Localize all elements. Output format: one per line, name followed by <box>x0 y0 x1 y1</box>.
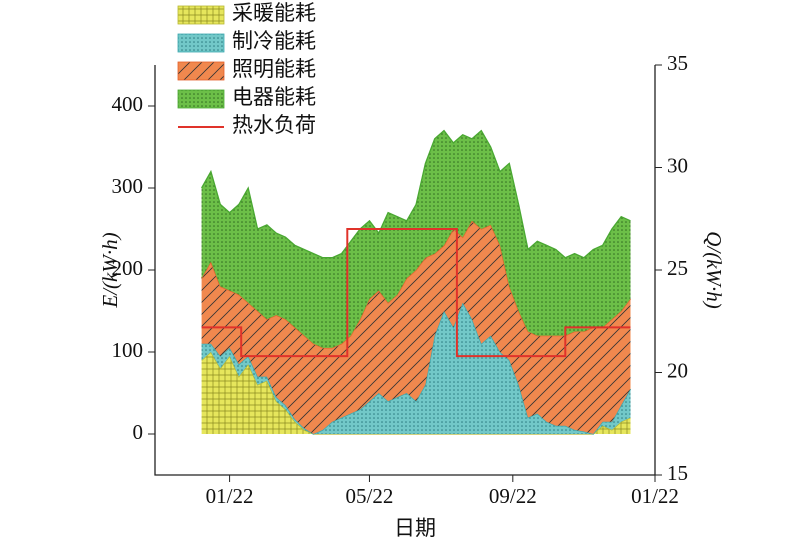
legend-label: 电器能耗 <box>232 85 316 109</box>
y2-tick-label: 30 <box>667 153 688 177</box>
x-tick-label: 01/22 <box>631 484 679 508</box>
y2-tick-label: 20 <box>667 358 688 382</box>
x-tick-label: 05/22 <box>346 484 394 508</box>
y-axis-label: E/(kW·h) <box>98 232 122 308</box>
y-tick-label: 400 <box>112 92 144 116</box>
x-axis-label: 日期 <box>394 516 436 540</box>
legend-swatch-hatch <box>177 61 225 81</box>
legend-swatch-hatch <box>177 5 225 25</box>
legend-label: 照明能耗 <box>232 57 316 81</box>
y2-axis-label: Q/(kW·h) <box>702 231 726 309</box>
y2-tick-label: 35 <box>667 51 688 75</box>
y2-tick-label: 15 <box>667 461 688 485</box>
area-hatch <box>201 220 631 434</box>
y-tick-label: 200 <box>112 256 144 280</box>
legend-label: 制冷能耗 <box>232 29 316 53</box>
x-tick-label: 01/22 <box>206 484 254 508</box>
legend-swatch-hatch <box>177 89 225 109</box>
area-hatch <box>201 352 631 434</box>
legend-swatch-hatch <box>177 33 225 53</box>
line <box>201 228 631 358</box>
area-edge <box>201 129 631 259</box>
legend-label: 采暖能耗 <box>232 1 316 25</box>
y2-tick-label: 25 <box>667 256 688 280</box>
x-tick-label: 09/22 <box>489 484 537 508</box>
area-hatch <box>201 130 631 348</box>
legend-label: 热水负荷 <box>232 113 316 137</box>
plot-area <box>201 129 632 435</box>
y-tick-label: 300 <box>112 174 144 198</box>
y-tick-label: 100 <box>112 338 144 362</box>
y-tick-label: 0 <box>133 420 144 444</box>
